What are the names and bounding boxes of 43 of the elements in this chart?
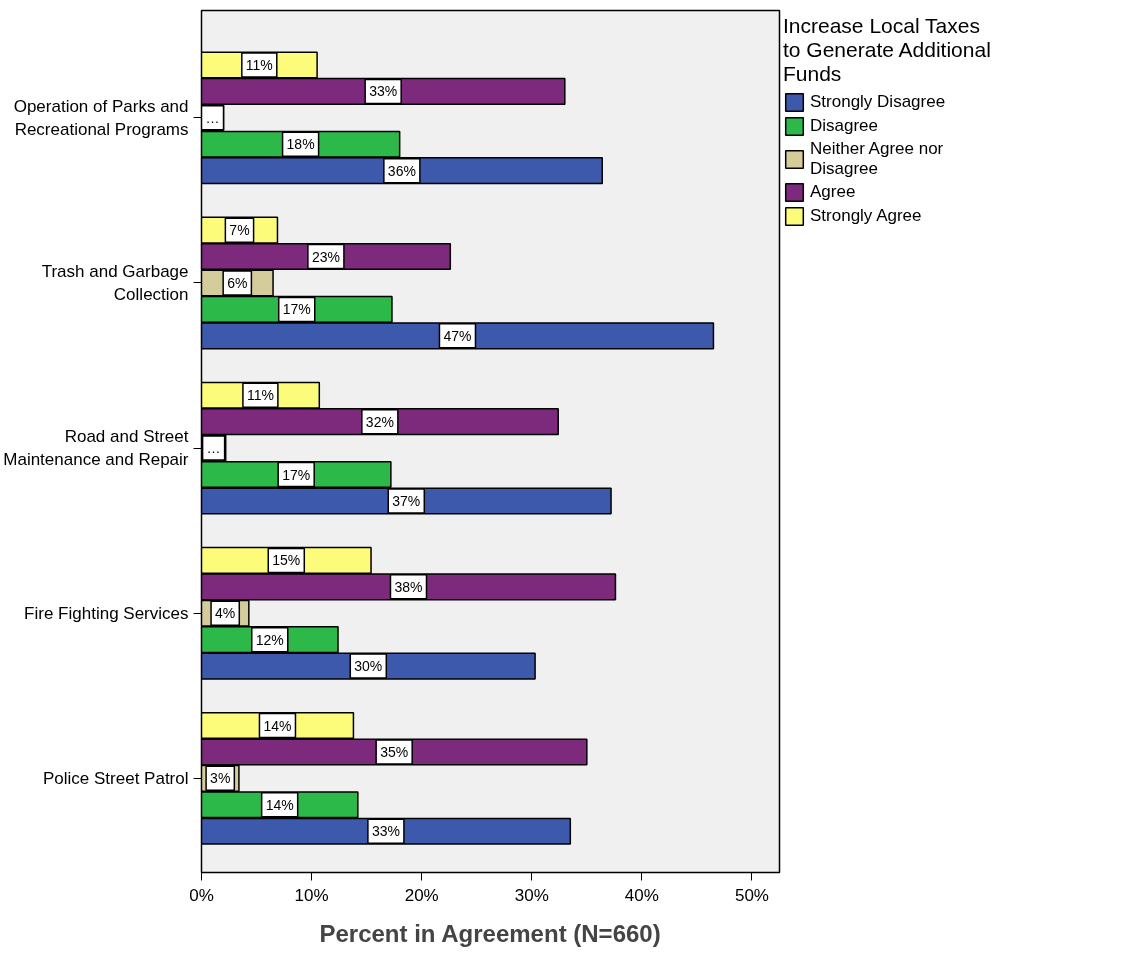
data-label: 33% xyxy=(369,83,398,100)
x-tick-label: 30% xyxy=(514,885,549,905)
data-label: 15% xyxy=(272,552,301,569)
legend-label: Strongly Disagree xyxy=(810,92,946,112)
legend-label: Disagree xyxy=(810,116,879,136)
x-tick-label: 0% xyxy=(189,885,214,905)
data-label: 36% xyxy=(387,162,416,179)
data-label: 32% xyxy=(365,413,394,430)
y-tick-label: Road and Street Maintenance and Repair xyxy=(3,427,189,470)
data-label: 35% xyxy=(380,743,409,760)
data-label: 7% xyxy=(229,222,250,239)
y-tick-label: Trash and Garbage Collection xyxy=(41,262,189,304)
data-label: 30% xyxy=(354,658,383,675)
x-tick-label: 40% xyxy=(624,885,659,905)
data-label: … xyxy=(206,440,221,457)
y-tick-label: Operation of Parks and Recreational Programs xyxy=(13,96,189,139)
y-tick-label: Fire Fighting Services xyxy=(24,603,189,623)
data-label: 37% xyxy=(392,492,421,509)
x-tick-label: 10% xyxy=(294,885,329,905)
data-label: 38% xyxy=(394,578,423,595)
data-label: 14% xyxy=(263,717,292,734)
y-tick-label: Police Street Patrol xyxy=(42,768,189,788)
data-label: 47% xyxy=(443,327,472,344)
data-label: 11% xyxy=(246,387,274,404)
data-label: 33% xyxy=(371,823,400,840)
legend-label: Strongly Agree xyxy=(810,206,922,226)
data-label: 6% xyxy=(227,274,248,291)
data-label: 14% xyxy=(265,796,294,813)
legend-label: Neither Agree nor Disagree xyxy=(810,139,944,179)
data-label: 4% xyxy=(215,605,236,622)
data-label: 17% xyxy=(282,466,311,483)
data-label: 17% xyxy=(282,301,311,318)
x-axis-title: Percent in Agreement (N=660) xyxy=(319,919,661,947)
data-label: 11% xyxy=(245,56,273,73)
x-tick-label: 20% xyxy=(404,885,439,905)
data-label: … xyxy=(205,109,220,126)
x-tick-label: 50% xyxy=(734,885,769,905)
data-label: 12% xyxy=(255,631,284,648)
data-label: 18% xyxy=(286,136,315,153)
legend-label: Agree xyxy=(810,182,856,202)
data-label: 3% xyxy=(210,770,231,787)
data-label: 23% xyxy=(311,248,340,265)
legend-title: Increase Local Taxes to Generate Additional Funds xyxy=(783,14,991,86)
